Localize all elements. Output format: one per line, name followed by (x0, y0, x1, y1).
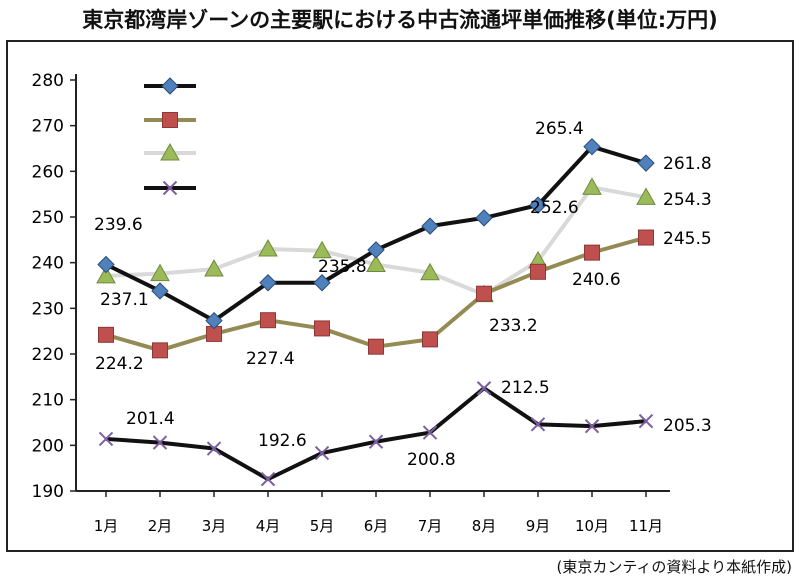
data-point (422, 425, 438, 440)
data-point (96, 265, 116, 284)
y-tick-label: 240 (32, 254, 64, 274)
data-point (583, 137, 601, 156)
y-tick-label: 280 (32, 71, 64, 91)
y-tick-label: 270 (32, 117, 64, 137)
legend (144, 77, 196, 196)
data-point (530, 417, 546, 432)
data-point (206, 441, 222, 456)
data-label: 224.2 (95, 354, 144, 374)
data-point (258, 238, 278, 257)
x-tick-label: 7月 (418, 517, 443, 535)
chart-frame (6, 40, 794, 552)
data-point (584, 418, 600, 434)
data-point (420, 262, 440, 281)
x-tick-label: 4月 (256, 517, 281, 535)
legend-marker (162, 180, 178, 196)
data-label: 235.8 (318, 257, 367, 277)
data-labels: 239.6 252.6 265.4 261.8 224.2 227.4 233.2 245.5… (94, 119, 712, 470)
data-point (150, 263, 170, 282)
legend-marker (162, 112, 178, 128)
data-label: 205.3 (663, 416, 712, 436)
x-tick-label: 6月 (364, 517, 389, 535)
x-tick-label: 10月 (575, 517, 609, 535)
y-tick-label: 220 (32, 345, 64, 365)
data-point (314, 320, 330, 337)
data-point (97, 255, 115, 274)
data-label: 239.6 (94, 215, 143, 235)
axes: 190 200 210 220 230 240 250 260 270 280 1月 2月 3月 4月 5月… (32, 71, 670, 535)
data-point (582, 177, 602, 195)
data-point (638, 229, 654, 246)
y-tick-label: 260 (32, 162, 64, 182)
legend-marker (161, 77, 179, 95)
data-label: 240.6 (572, 270, 621, 290)
data-point (636, 187, 656, 205)
data-label: 254.3 (663, 190, 712, 210)
legend-marker (160, 142, 180, 161)
data-point (529, 196, 547, 214)
data-label: 227.4 (246, 349, 295, 369)
data-point (476, 285, 492, 302)
data-label: 201.4 (126, 409, 175, 429)
data-point (98, 326, 114, 343)
data-label: 233.2 (489, 316, 538, 336)
data-point (476, 381, 492, 396)
y-tick-label: 190 (32, 482, 64, 502)
data-point (260, 312, 276, 329)
data-point (152, 342, 168, 359)
data-point (368, 434, 384, 449)
data-label: 252.6 (530, 198, 579, 218)
series-line (105, 386, 647, 482)
y-tick-label: 210 (32, 391, 64, 411)
x-tick-label: 8月 (472, 517, 497, 535)
data-point (314, 445, 330, 461)
data-point (312, 240, 332, 259)
y-tick-label: 250 (32, 208, 64, 228)
data-point (368, 338, 384, 355)
data-point (260, 471, 276, 487)
data-point (152, 435, 168, 450)
series-line (105, 144, 647, 323)
data-point (204, 259, 224, 277)
data-point (475, 209, 493, 227)
data-label: 192.6 (258, 431, 307, 451)
y-tick-label: 200 (32, 436, 64, 456)
data-point (422, 331, 438, 348)
data-point (366, 254, 386, 272)
data-point (637, 154, 655, 172)
data-label: 245.5 (663, 229, 712, 249)
data-point (151, 282, 169, 300)
series-group (96, 137, 656, 487)
x-tick-label: 2月 (148, 517, 173, 535)
data-label: 200.8 (407, 450, 456, 470)
data-label: 237.1 (100, 290, 149, 310)
y-tick-label: 230 (32, 299, 64, 319)
data-label: 212.5 (501, 378, 550, 398)
data-point (259, 274, 277, 292)
data-point (421, 217, 439, 235)
data-point (313, 274, 331, 292)
x-tick-label: 9月 (526, 517, 551, 535)
data-point (205, 311, 223, 330)
data-label: 265.4 (535, 119, 584, 139)
source-note: (東京カンティの資料より本紙作成) (556, 558, 792, 576)
x-tick-label: 1月 (94, 517, 119, 535)
data-point (530, 263, 546, 280)
data-label: 261.8 (663, 154, 712, 174)
data-point (638, 413, 654, 429)
chart-title: 東京都湾岸ゾーンの主要駅における中古流通坪単価推移(単位:万円) (82, 8, 718, 32)
x-tick-label: 11月 (629, 517, 663, 535)
x-tick-label: 5月 (310, 517, 335, 535)
x-tick-label: 3月 (202, 517, 227, 535)
data-point (584, 244, 600, 261)
data-point (367, 241, 385, 259)
data-point (98, 431, 114, 447)
